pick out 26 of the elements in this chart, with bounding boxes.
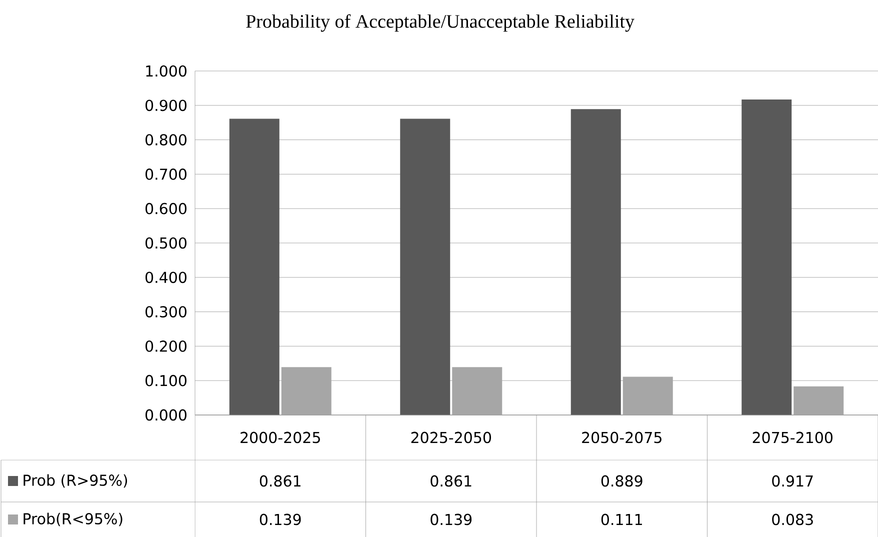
x-tick-label: 2075-2100 — [752, 432, 832, 444]
y-tick-label: 0.200 — [146, 340, 186, 352]
y-tick-label: 0.300 — [146, 306, 186, 318]
chart-title: Probability of Acceptable/Unacceptable Reliability — [246, 14, 634, 32]
y-tick-label: 0.800 — [146, 134, 186, 146]
y-tick-label: 0.400 — [146, 272, 186, 284]
y-tick-label: 0.700 — [146, 168, 186, 180]
y-tick-label: 0.000 — [146, 409, 186, 421]
data-label: 0.139 — [260, 514, 301, 526]
legend-label: Prob (R>95%) — [24, 474, 128, 488]
data-label: 0.111 — [601, 514, 642, 526]
x-tick-label: 2025-2050 — [411, 432, 491, 444]
y-tick-label: 0.100 — [146, 374, 186, 386]
data-label: 0.139 — [430, 514, 472, 526]
x-tick-label: 2050-2075 — [582, 432, 662, 444]
x-tick-label: 2000-2025 — [240, 432, 320, 444]
data-label: 0.889 — [601, 475, 642, 487]
data-label: 0.861 — [430, 475, 472, 487]
y-tick-label: 1.000 — [146, 65, 186, 77]
data-label: 0.917 — [772, 475, 813, 487]
y-tick-label: 0.500 — [146, 237, 186, 249]
legend-label: Prob(R<95%) — [24, 512, 122, 526]
data-label: 0.083 — [772, 514, 813, 526]
y-tick-label: 0.900 — [146, 100, 186, 112]
y-tick-label: 0.600 — [146, 202, 186, 214]
data-label: 0.861 — [260, 475, 300, 487]
